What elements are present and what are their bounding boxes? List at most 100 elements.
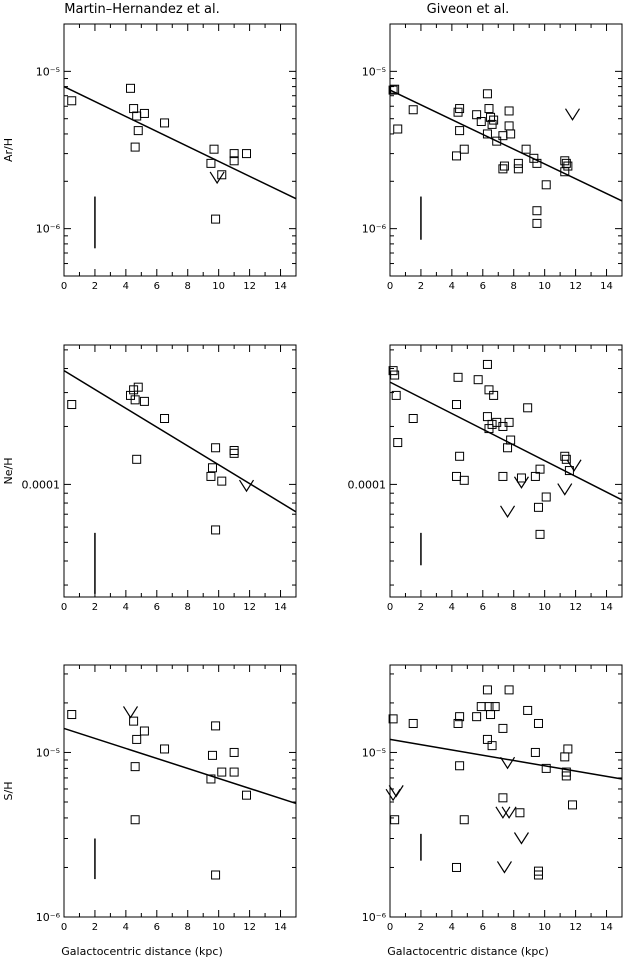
data-point	[211, 721, 221, 731]
data-point	[393, 438, 403, 448]
data-point	[393, 124, 403, 134]
y-axis-label: S/H	[2, 782, 15, 801]
upper-limit-marker	[513, 832, 529, 845]
data-point	[568, 800, 578, 810]
data-point	[408, 105, 418, 115]
data-point	[206, 774, 216, 784]
y-tick-label: 10⁻⁶	[362, 911, 387, 924]
x-tick-label: 10	[212, 281, 225, 292]
data-point	[132, 734, 142, 744]
data-point	[207, 463, 217, 473]
fit-line	[63, 727, 297, 805]
upper-limit-marker	[209, 171, 225, 185]
panel-SH-MH: 0 2 4 6 8 10 12 14 10⁻⁶ 10⁻⁵ S/H	[2, 664, 297, 933]
data-point	[563, 161, 573, 171]
data-point	[133, 126, 143, 136]
data-point	[476, 116, 486, 126]
x-tick-label: 10	[538, 281, 551, 292]
data-point	[504, 121, 514, 131]
data-point	[541, 763, 551, 773]
plot-frame	[63, 664, 297, 918]
upper-limit-marker	[385, 788, 401, 802]
panel-SH-GV: 0 2 4 6 8 10 12 14 10⁻⁶ 10⁻⁵	[362, 664, 623, 933]
data-point	[408, 413, 418, 423]
data-point	[229, 149, 239, 159]
data-point	[452, 400, 462, 410]
column-title-left: Martin–Hernandez et al.	[64, 2, 219, 17]
data-point	[489, 390, 499, 400]
data-point	[229, 747, 239, 757]
data-point	[533, 870, 543, 880]
x-tick-label: 0	[387, 602, 393, 613]
data-point	[560, 752, 570, 762]
data-point	[486, 710, 496, 720]
upper-limit-marker	[500, 505, 516, 518]
x-tick-label: 10	[212, 922, 225, 933]
data-point	[560, 156, 570, 166]
x-tick-label: 6	[480, 602, 486, 613]
data-point	[217, 170, 227, 180]
data-point	[390, 815, 400, 825]
data-point	[132, 111, 142, 121]
upper-limit-marker	[513, 476, 529, 489]
plot-frame	[63, 344, 297, 598]
x-tick-label: 6	[480, 281, 486, 292]
x-tick-label: 10	[538, 602, 551, 613]
fit-line	[63, 369, 297, 513]
data-point	[486, 112, 496, 122]
data-point	[229, 156, 239, 166]
data-point	[388, 85, 398, 95]
x-tick-label: 0	[61, 281, 67, 292]
data-point	[207, 750, 217, 760]
data-point	[408, 718, 418, 728]
data-point	[390, 84, 400, 94]
x-tick-label: 2	[92, 281, 98, 292]
data-point	[455, 126, 465, 136]
x-tick-label: 2	[418, 602, 424, 613]
upper-limit-marker	[495, 806, 511, 819]
data-point	[533, 502, 543, 512]
data-point	[452, 862, 462, 872]
data-point	[229, 446, 239, 456]
data-point	[482, 412, 492, 422]
data-point	[484, 424, 494, 434]
data-point	[492, 136, 502, 146]
data-point	[484, 104, 494, 114]
y-tick-label: 10⁻⁵	[362, 746, 386, 759]
data-point	[67, 400, 77, 410]
fit-line	[63, 85, 297, 200]
y-axis-label: Ne/H	[2, 458, 15, 485]
y-axis-label: Ar/H	[2, 138, 15, 162]
data-point	[459, 815, 469, 825]
data-point	[482, 359, 492, 369]
upper-limit-marker	[239, 479, 255, 493]
data-point	[453, 718, 463, 728]
x-tick-label: 12	[243, 922, 256, 933]
fit-line	[389, 738, 623, 780]
x-tick-label: 8	[511, 281, 517, 292]
data-point	[490, 702, 500, 712]
x-tick-label: 12	[243, 602, 256, 613]
x-tick-label: 14	[600, 281, 613, 292]
panel-NeH-MH: 0 2 4 6 8 10 12 14 0.0001 Ne/H	[2, 344, 297, 613]
data-point	[473, 375, 483, 385]
data-point	[515, 808, 525, 818]
data-point	[133, 382, 143, 392]
upper-limit-marker	[565, 108, 581, 121]
y-tick-label: 10⁻⁵	[36, 746, 60, 759]
fit-line	[389, 381, 623, 501]
x-tick-label: 14	[600, 922, 613, 933]
data-point	[459, 475, 469, 485]
data-point	[476, 702, 486, 712]
data-point	[211, 214, 221, 224]
x-tick-label: 8	[185, 281, 191, 292]
data-point	[242, 790, 252, 800]
data-point	[504, 417, 514, 427]
x-tick-label: 0	[387, 281, 393, 292]
data-point	[139, 396, 149, 406]
x-tick-label: 0	[61, 602, 67, 613]
data-point	[472, 712, 482, 722]
x-tick-label: 10	[538, 922, 551, 933]
data-point	[530, 747, 540, 757]
data-point	[532, 206, 542, 216]
